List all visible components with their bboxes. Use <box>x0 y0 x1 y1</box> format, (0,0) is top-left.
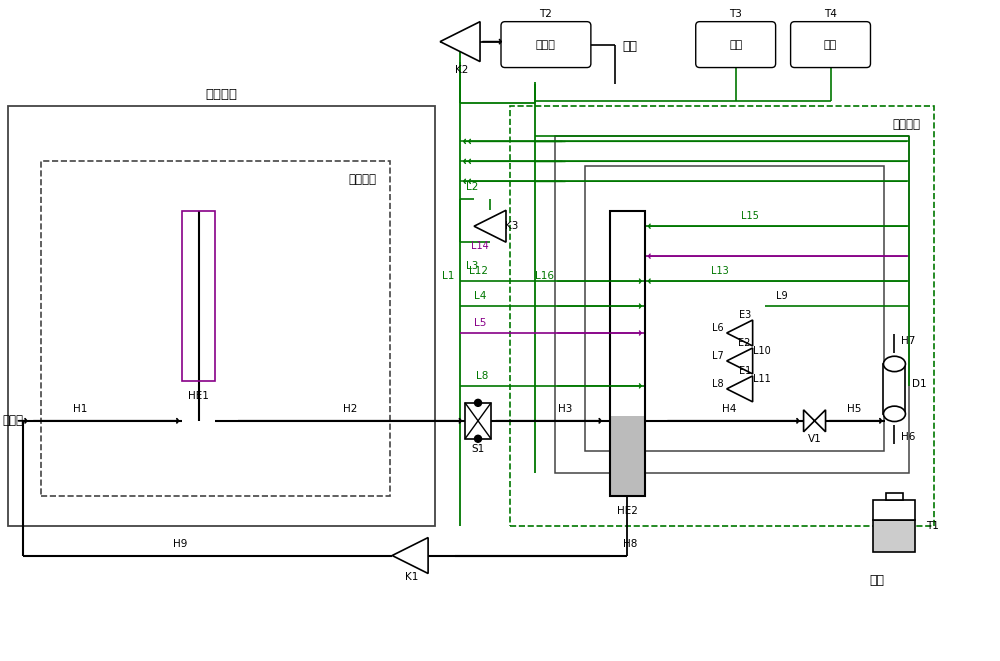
Text: L4: L4 <box>474 291 486 301</box>
FancyBboxPatch shape <box>791 22 870 67</box>
Text: D1: D1 <box>912 379 927 389</box>
Text: H4: H4 <box>722 404 737 414</box>
Text: T4: T4 <box>824 9 837 19</box>
Text: V1: V1 <box>808 434 821 444</box>
Text: HE1: HE1 <box>188 391 209 401</box>
FancyBboxPatch shape <box>501 22 591 67</box>
Text: 预冷循环: 预冷循环 <box>205 88 237 101</box>
Ellipse shape <box>883 356 905 371</box>
Bar <box>555 136 909 473</box>
Text: H1: H1 <box>73 404 88 414</box>
Text: HE2: HE2 <box>617 506 638 516</box>
Text: L3: L3 <box>466 261 478 271</box>
Bar <box>883 364 905 414</box>
Polygon shape <box>727 320 753 346</box>
Text: K1: K1 <box>405 572 419 582</box>
FancyBboxPatch shape <box>696 22 776 67</box>
Text: L9: L9 <box>776 291 787 301</box>
Text: T3: T3 <box>729 9 742 19</box>
Text: S1: S1 <box>471 444 485 453</box>
Bar <box>182 212 215 381</box>
Polygon shape <box>804 410 826 432</box>
Text: L15: L15 <box>741 212 759 221</box>
Text: H6: H6 <box>901 432 916 442</box>
Bar <box>8 106 435 525</box>
Bar <box>610 416 645 496</box>
Text: 液氢: 液氢 <box>869 574 884 587</box>
Text: L8: L8 <box>476 371 488 381</box>
Text: K3: K3 <box>505 221 519 231</box>
Text: E2: E2 <box>738 338 751 348</box>
Text: L6: L6 <box>712 323 724 333</box>
Bar <box>873 520 915 551</box>
Text: L10: L10 <box>753 346 771 356</box>
Text: L1: L1 <box>442 271 454 281</box>
Text: 原料氢: 原料氢 <box>3 414 24 427</box>
Ellipse shape <box>883 406 905 422</box>
Text: L13: L13 <box>711 266 729 276</box>
Text: L12: L12 <box>469 266 488 276</box>
Polygon shape <box>727 348 753 374</box>
Bar <box>873 500 915 520</box>
Text: 氢气: 氢气 <box>622 40 637 53</box>
Bar <box>465 403 491 439</box>
Text: T2: T2 <box>539 9 552 19</box>
Text: H8: H8 <box>623 539 637 549</box>
Polygon shape <box>727 376 753 402</box>
Text: K2: K2 <box>455 65 469 75</box>
Text: H7: H7 <box>901 336 916 346</box>
Polygon shape <box>474 210 506 242</box>
Text: H9: H9 <box>173 539 188 549</box>
Circle shape <box>475 436 482 442</box>
Text: 氖气: 氖气 <box>824 40 837 50</box>
Bar <box>41 161 390 496</box>
Text: E3: E3 <box>739 310 751 320</box>
Text: 预冷冷箱: 预冷冷箱 <box>348 173 376 186</box>
Text: 氦气: 氦气 <box>729 40 742 50</box>
Circle shape <box>475 399 482 407</box>
Text: 深冷冷箱: 深冷冷箱 <box>892 118 920 131</box>
Text: L11: L11 <box>753 374 771 384</box>
Text: E1: E1 <box>739 366 751 376</box>
Bar <box>510 106 934 525</box>
Text: H2: H2 <box>343 404 357 414</box>
Bar <box>585 167 884 451</box>
Text: L16: L16 <box>535 271 554 281</box>
Text: L2: L2 <box>466 182 478 192</box>
Text: L14: L14 <box>471 241 489 251</box>
Text: L8: L8 <box>712 379 724 389</box>
Text: L5: L5 <box>474 318 486 328</box>
Polygon shape <box>440 22 480 61</box>
Text: H5: H5 <box>847 404 862 414</box>
Bar <box>886 493 903 500</box>
Text: L7: L7 <box>712 351 724 361</box>
Text: H3: H3 <box>558 404 572 414</box>
Bar <box>610 212 645 496</box>
Text: 回收罐: 回收罐 <box>536 40 556 50</box>
Text: T1: T1 <box>926 521 939 531</box>
Polygon shape <box>392 537 428 574</box>
